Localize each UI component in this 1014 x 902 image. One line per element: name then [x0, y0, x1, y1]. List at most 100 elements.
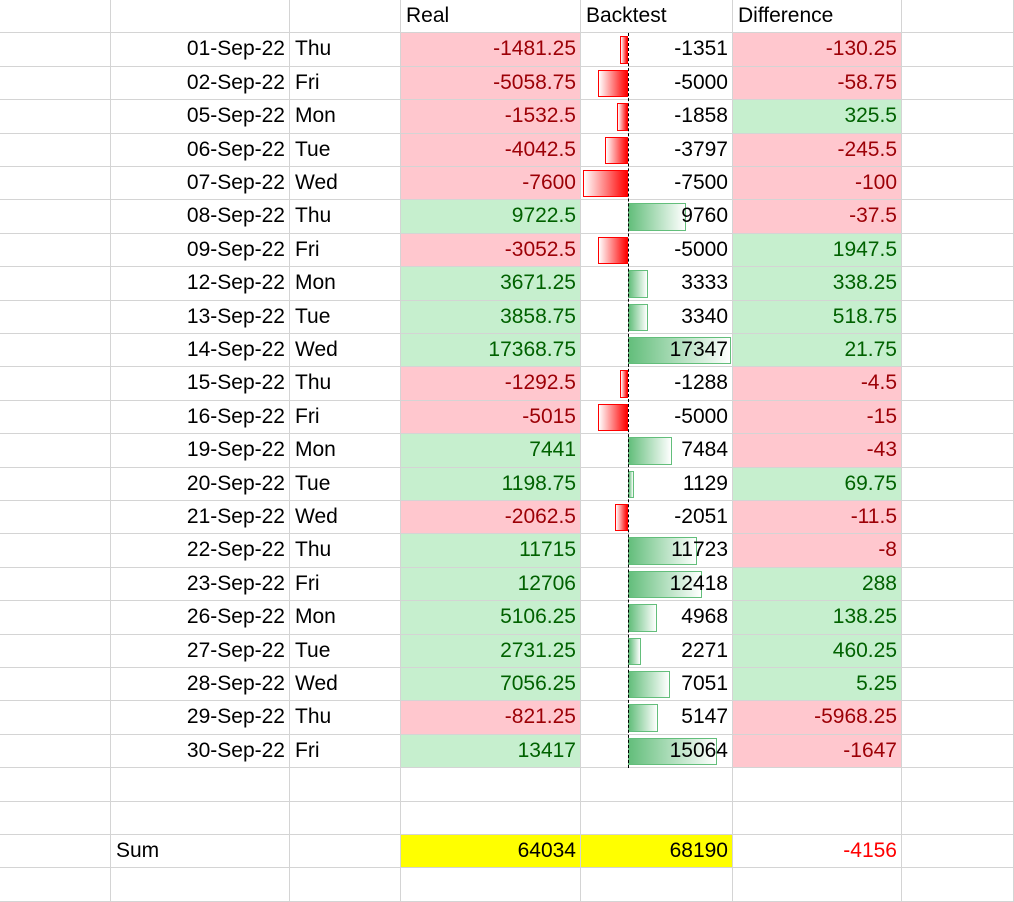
weekday-cell[interactable]: Thu — [290, 200, 401, 234]
difference-cell[interactable]: 5.25 — [733, 668, 902, 702]
empty-cell[interactable] — [0, 501, 111, 535]
weekday-cell[interactable]: Wed — [290, 668, 401, 702]
empty-cell[interactable] — [0, 835, 111, 869]
empty-cell[interactable] — [0, 801, 111, 835]
empty-cell[interactable] — [401, 868, 581, 902]
empty-cell[interactable] — [902, 133, 1014, 167]
real-cell[interactable]: 13417 — [401, 734, 581, 769]
difference-cell[interactable]: 138.25 — [733, 601, 902, 635]
empty-cell[interactable] — [902, 634, 1014, 668]
weekday-cell[interactable]: Mon — [290, 601, 401, 635]
date-cell[interactable]: 21-Sep-22 — [111, 501, 290, 535]
date-cell[interactable]: 13-Sep-22 — [111, 300, 290, 334]
date-cell[interactable]: 08-Sep-22 — [111, 200, 290, 234]
real-cell[interactable]: -4042.5 — [401, 133, 581, 167]
empty-cell[interactable] — [111, 801, 290, 835]
empty-cell[interactable] — [0, 601, 111, 635]
empty-cell[interactable] — [581, 801, 733, 835]
date-cell[interactable]: 02-Sep-22 — [111, 66, 290, 101]
backtest-cell[interactable]: -7500 — [581, 167, 733, 201]
date-cell[interactable]: 05-Sep-22 — [111, 100, 290, 134]
empty-cell[interactable] — [0, 634, 111, 668]
column-header-difference[interactable]: Difference — [733, 0, 902, 34]
backtest-cell[interactable]: 2271 — [581, 634, 733, 668]
backtest-cell[interactable]: 9760 — [581, 200, 733, 234]
empty-cell[interactable] — [902, 868, 1014, 902]
sum-label-cell[interactable]: Sum — [111, 835, 290, 869]
weekday-cell[interactable]: Mon — [290, 267, 401, 301]
empty-cell[interactable] — [902, 100, 1014, 134]
empty-cell[interactable] — [581, 868, 733, 902]
difference-cell[interactable]: 69.75 — [733, 467, 902, 501]
difference-cell[interactable]: 325.5 — [733, 100, 902, 134]
weekday-cell[interactable]: Tue — [290, 634, 401, 668]
date-cell[interactable]: 12-Sep-22 — [111, 267, 290, 301]
weekday-cell[interactable]: Tue — [290, 133, 401, 167]
backtest-cell[interactable]: -5000 — [581, 66, 733, 101]
date-cell[interactable]: 07-Sep-22 — [111, 167, 290, 201]
empty-cell[interactable] — [0, 0, 111, 34]
date-cell[interactable]: 09-Sep-22 — [111, 233, 290, 268]
empty-cell[interactable] — [0, 334, 111, 368]
empty-cell[interactable] — [290, 768, 401, 802]
empty-cell[interactable] — [290, 868, 401, 902]
weekday-cell[interactable]: Fri — [290, 233, 401, 268]
empty-cell[interactable] — [902, 200, 1014, 234]
date-cell[interactable]: 06-Sep-22 — [111, 133, 290, 167]
empty-cell[interactable] — [0, 734, 111, 769]
real-cell[interactable]: -1481.25 — [401, 33, 581, 67]
date-cell[interactable]: 16-Sep-22 — [111, 400, 290, 435]
backtest-cell[interactable]: 4968 — [581, 601, 733, 635]
sum-real-cell[interactable]: 64034 — [401, 835, 581, 869]
difference-cell[interactable]: 460.25 — [733, 634, 902, 668]
empty-cell[interactable] — [0, 701, 111, 735]
difference-cell[interactable]: 21.75 — [733, 334, 902, 368]
empty-cell[interactable] — [401, 801, 581, 835]
weekday-cell[interactable]: Fri — [290, 66, 401, 101]
real-cell[interactable]: 2731.25 — [401, 634, 581, 668]
difference-cell[interactable]: -15 — [733, 400, 902, 435]
difference-cell[interactable]: -1647 — [733, 734, 902, 769]
weekday-cell[interactable]: Thu — [290, 367, 401, 401]
backtest-cell[interactable]: 1129 — [581, 467, 733, 501]
real-cell[interactable]: -5058.75 — [401, 66, 581, 101]
empty-cell[interactable] — [902, 835, 1014, 869]
difference-cell[interactable]: -8 — [733, 534, 902, 568]
weekday-cell[interactable]: Thu — [290, 534, 401, 568]
weekday-cell[interactable]: Wed — [290, 501, 401, 535]
weekday-cell[interactable]: Mon — [290, 434, 401, 468]
weekday-cell[interactable]: Fri — [290, 567, 401, 602]
weekday-cell[interactable]: Tue — [290, 300, 401, 334]
column-header-real[interactable]: Real — [401, 0, 581, 34]
empty-cell[interactable] — [902, 167, 1014, 201]
empty-cell[interactable] — [902, 66, 1014, 101]
empty-cell[interactable] — [0, 267, 111, 301]
date-cell[interactable]: 01-Sep-22 — [111, 33, 290, 67]
empty-cell[interactable] — [902, 400, 1014, 435]
empty-cell[interactable] — [0, 33, 111, 67]
difference-cell[interactable]: -4.5 — [733, 367, 902, 401]
backtest-cell[interactable]: 3340 — [581, 300, 733, 334]
empty-cell[interactable] — [902, 801, 1014, 835]
backtest-cell[interactable]: 7051 — [581, 668, 733, 702]
weekday-cell[interactable]: Fri — [290, 734, 401, 769]
empty-cell[interactable] — [902, 501, 1014, 535]
date-cell[interactable]: 14-Sep-22 — [111, 334, 290, 368]
real-cell[interactable]: -7600 — [401, 167, 581, 201]
difference-cell[interactable]: -11.5 — [733, 501, 902, 535]
backtest-cell[interactable]: 15064 — [581, 734, 733, 769]
empty-cell[interactable] — [902, 601, 1014, 635]
backtest-cell[interactable]: 12418 — [581, 567, 733, 602]
real-cell[interactable]: -3052.5 — [401, 233, 581, 268]
empty-cell[interactable] — [0, 133, 111, 167]
empty-cell[interactable] — [401, 768, 581, 802]
date-cell[interactable]: 19-Sep-22 — [111, 434, 290, 468]
difference-cell[interactable]: -5968.25 — [733, 701, 902, 735]
empty-cell[interactable] — [902, 534, 1014, 568]
backtest-cell[interactable]: -1288 — [581, 367, 733, 401]
weekday-cell[interactable]: Wed — [290, 167, 401, 201]
backtest-cell[interactable]: 3333 — [581, 267, 733, 301]
difference-cell[interactable]: 1947.5 — [733, 233, 902, 268]
sum-backtest-cell[interactable]: 68190 — [581, 835, 733, 869]
weekday-cell[interactable]: Fri — [290, 400, 401, 435]
